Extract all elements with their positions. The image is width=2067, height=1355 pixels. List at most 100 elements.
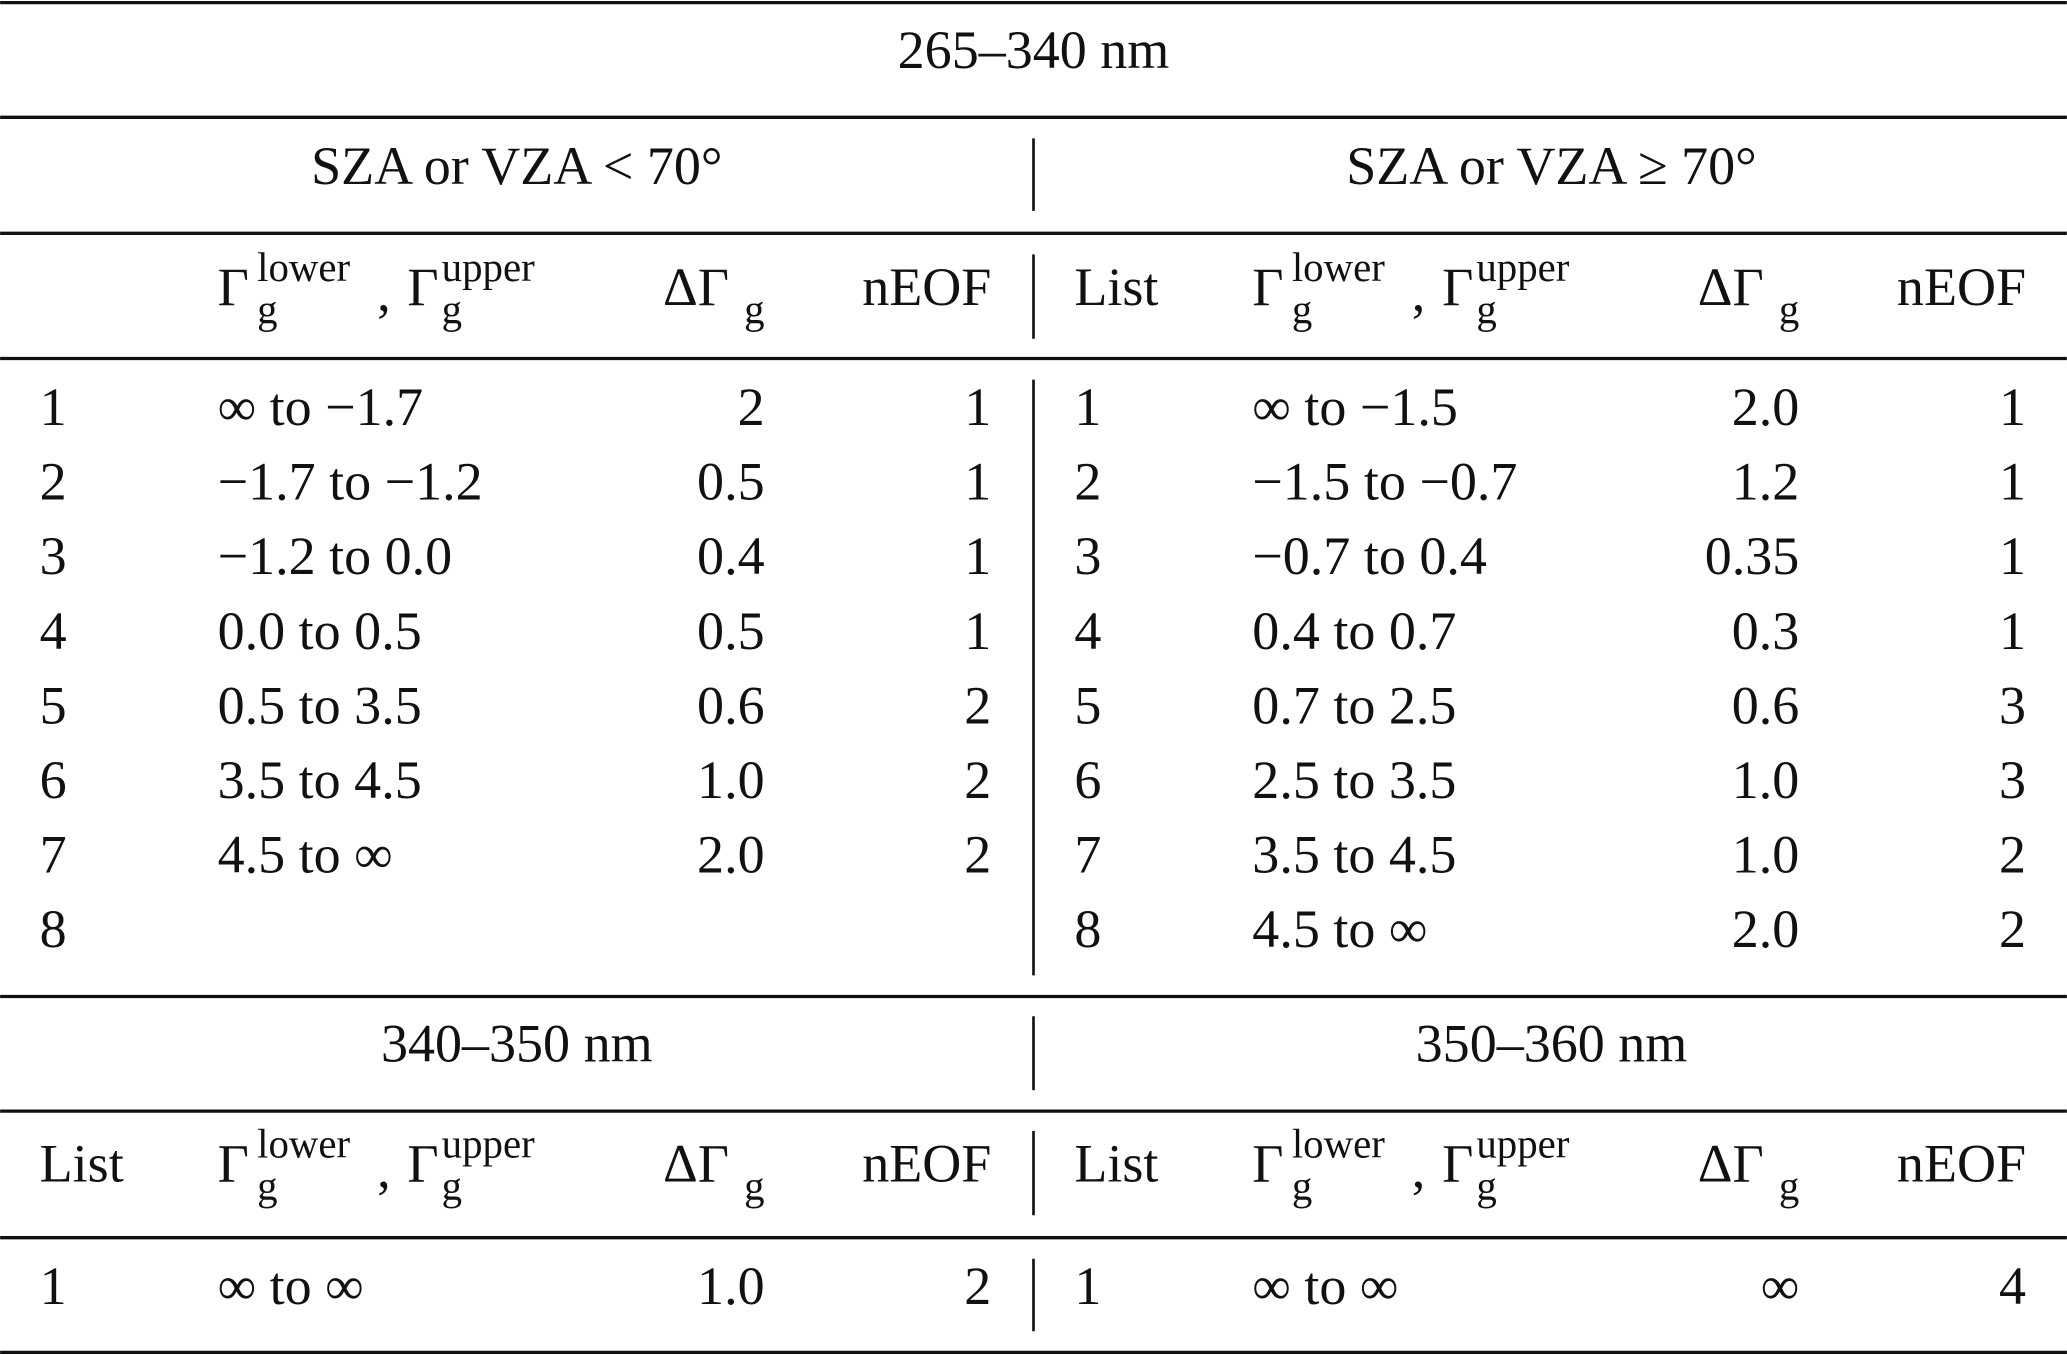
header-sep: , — [377, 262, 391, 322]
cell-neof: 2 — [1999, 825, 2026, 885]
cell-list: 1 — [1074, 1256, 1101, 1316]
cell-neof: 1 — [1999, 601, 2026, 661]
panel-heading: 350–360 nm — [1416, 1014, 1688, 1074]
cell-list: 8 — [40, 899, 67, 959]
header-delta: ΔΓ — [663, 1134, 729, 1194]
cell-range: 2.5 to 3.5 — [1252, 750, 1456, 810]
cell-list: 7 — [40, 825, 67, 885]
cell-neof: 4 — [1999, 1256, 2026, 1316]
header-delta: ΔΓ — [1698, 257, 1764, 317]
cell-list: 4 — [1074, 601, 1101, 661]
header-sub: g — [744, 1164, 764, 1209]
cell-delta: 2.0 — [697, 825, 765, 885]
cell-delta: 0.5 — [697, 452, 765, 512]
header-gamma: Γ — [1252, 257, 1283, 317]
cell-delta: 0.5 — [697, 601, 765, 661]
header-neof: nEOF — [1897, 257, 2026, 317]
header-sub: g — [1476, 1164, 1496, 1209]
cell-delta: 2.0 — [1732, 377, 1800, 437]
cell-delta: 1.0 — [697, 1256, 765, 1316]
header-gamma: Γ — [407, 1134, 438, 1194]
cell-range: −1.2 to 0.0 — [218, 526, 453, 586]
cell-list: 3 — [40, 526, 67, 586]
cell-list: 5 — [1074, 675, 1101, 735]
cell-range: 4.5 to ∞ — [218, 825, 393, 885]
cell-delta: 1.2 — [1732, 452, 1800, 512]
section-title: 265–340 nm — [898, 20, 1170, 80]
cell-list: 6 — [1074, 750, 1101, 810]
panel-heading: 340–350 nm — [381, 1014, 653, 1074]
cell-neof: 1 — [1999, 452, 2026, 512]
cell-range: ∞ to ∞ — [218, 1256, 364, 1316]
header-sub: g — [744, 287, 764, 332]
header-sub: g — [1292, 1164, 1312, 1209]
cell-range: −1.5 to −0.7 — [1252, 452, 1517, 512]
cell-range: 0.4 to 0.7 — [1252, 601, 1456, 661]
panel-heading: SZA or VZA < 70° — [311, 136, 722, 196]
cell-delta: 2 — [738, 377, 765, 437]
cell-range: 3.5 to 4.5 — [1252, 825, 1456, 885]
cell-delta: 1.0 — [697, 750, 765, 810]
cell-range: ∞ to −1.5 — [1252, 377, 1458, 437]
cell-delta: 2.0 — [1732, 899, 1800, 959]
cell-delta: 0.35 — [1705, 526, 1800, 586]
cell-list: 1 — [1074, 377, 1101, 437]
header-sep: , — [1412, 262, 1426, 322]
cell-delta: 1.0 — [1732, 750, 1800, 810]
cell-list: 1 — [40, 377, 67, 437]
header-sup: upper — [442, 245, 535, 290]
cell-neof: 1 — [964, 526, 991, 586]
header-sub: g — [1476, 287, 1496, 332]
header-sup: lower — [1292, 1121, 1385, 1166]
header-gamma: Γ — [407, 257, 438, 317]
cell-range: −0.7 to 0.4 — [1252, 526, 1487, 586]
cell-neof: 1 — [1999, 526, 2026, 586]
cell-delta: ∞ — [1761, 1256, 1800, 1316]
cell-neof: 2 — [964, 1256, 991, 1316]
header-list: List — [40, 1134, 124, 1194]
header-sub: g — [442, 1164, 462, 1209]
cell-neof: 3 — [1999, 750, 2026, 810]
cell-range: ∞ to −1.7 — [218, 377, 424, 437]
cell-delta: 1.0 — [1732, 825, 1800, 885]
header-sep: , — [377, 1139, 391, 1199]
cell-delta: 0.6 — [697, 675, 765, 735]
header-gamma: Γ — [1442, 1134, 1473, 1194]
header-sup: lower — [1292, 245, 1385, 290]
cell-range: ∞ to ∞ — [1252, 1256, 1398, 1316]
cell-neof: 1 — [1999, 377, 2026, 437]
cell-range: 0.5 to 3.5 — [218, 675, 422, 735]
header-sep: , — [1412, 1139, 1426, 1199]
cell-list: 1 — [40, 1256, 67, 1316]
cell-range: 0.0 to 0.5 — [218, 601, 422, 661]
cell-neof: 3 — [1999, 675, 2026, 735]
cell-range: 3.5 to 4.5 — [218, 750, 422, 810]
cell-neof: 2 — [964, 825, 991, 885]
cell-list: 2 — [40, 452, 67, 512]
cell-neof: 1 — [964, 601, 991, 661]
header-sup: lower — [257, 1121, 350, 1166]
header-list: List — [1074, 1134, 1158, 1194]
header-sub: g — [1779, 1164, 1799, 1209]
cell-delta: 0.6 — [1732, 675, 1800, 735]
cell-range: 0.7 to 2.5 — [1252, 675, 1456, 735]
header-list: List — [1074, 257, 1158, 317]
header-gamma: Γ — [218, 1134, 249, 1194]
cell-delta: 0.4 — [697, 526, 765, 586]
header-sup: lower — [257, 245, 350, 290]
panel-heading: SZA or VZA ≥ 70° — [1346, 136, 1757, 196]
header-gamma: Γ — [218, 257, 249, 317]
cell-neof: 1 — [964, 452, 991, 512]
cell-neof: 2 — [964, 750, 991, 810]
header-sub: g — [257, 287, 277, 332]
cell-list: 6 — [40, 750, 67, 810]
cell-list: 2 — [1074, 452, 1101, 512]
header-sub: g — [442, 287, 462, 332]
cell-list: 5 — [40, 675, 67, 735]
cell-neof: 1 — [964, 377, 991, 437]
cell-neof: 2 — [1999, 899, 2026, 959]
cell-range: −1.7 to −1.2 — [218, 452, 483, 512]
header-sup: upper — [442, 1121, 535, 1166]
